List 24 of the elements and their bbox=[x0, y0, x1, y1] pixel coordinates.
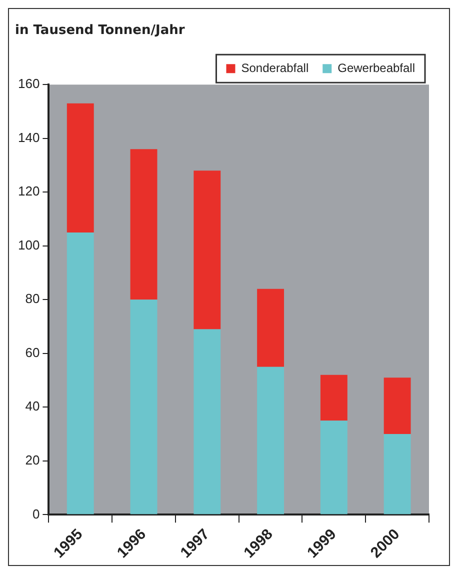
bar bbox=[66, 232, 94, 514]
y-tick-label: 120 bbox=[18, 184, 40, 199]
legend-label: Sonderabfall bbox=[241, 60, 309, 75]
bar bbox=[320, 420, 348, 514]
bar bbox=[257, 366, 284, 514]
bar bbox=[194, 329, 221, 514]
bar bbox=[384, 378, 411, 434]
y-tick-label: 60 bbox=[25, 344, 40, 360]
bar bbox=[257, 288, 284, 367]
bar bbox=[130, 149, 158, 300]
y-tick-label: 80 bbox=[25, 291, 40, 306]
bar bbox=[194, 170, 221, 330]
y-tick-label: 40 bbox=[25, 398, 40, 414]
y-tick-label: 160 bbox=[18, 76, 40, 92]
bar bbox=[320, 374, 348, 421]
legend-label: Gewerbeabfall bbox=[338, 60, 416, 75]
bar bbox=[130, 300, 158, 514]
bar bbox=[384, 434, 411, 514]
y-axis-title: in Tausend Tonnen/Jahr bbox=[15, 23, 186, 38]
bar bbox=[66, 103, 94, 232]
y-tick-label: 20 bbox=[25, 452, 40, 468]
y-tick-label: 140 bbox=[18, 130, 40, 145]
y-tick-label: 0 bbox=[32, 506, 40, 522]
y-tick-label: 100 bbox=[18, 237, 40, 252]
